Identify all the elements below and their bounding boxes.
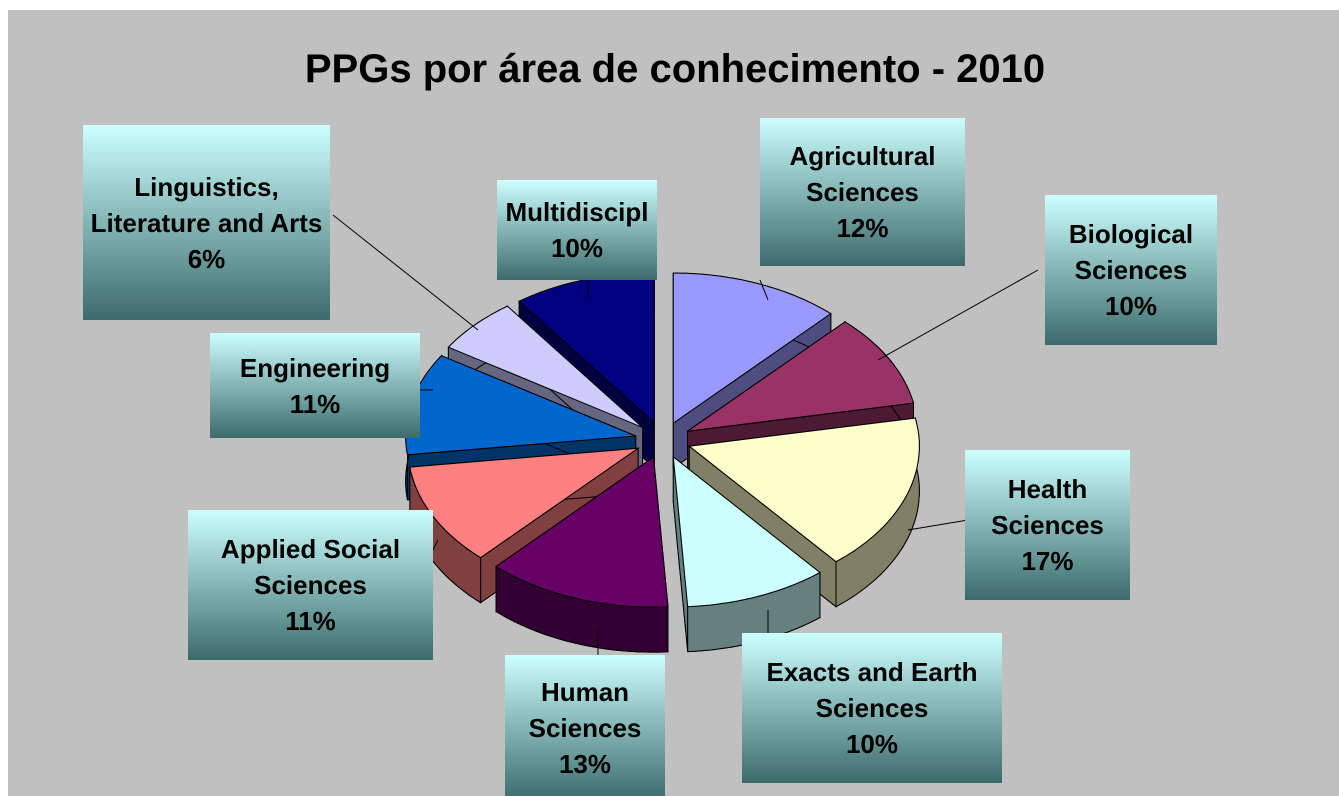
slice: [687, 321, 915, 432]
slice: [409, 447, 640, 559]
slice: [495, 456, 669, 608]
leader-line: [877, 269, 1039, 361]
category-label: Applied Social Sciences: [220, 534, 401, 600]
data-label: Linguistics, Literature and Arts 6%: [83, 125, 330, 320]
category-label: Agricultural Sciences: [789, 141, 936, 207]
value-label: 11%: [289, 388, 341, 419]
category-label: Biological Sciences: [1068, 219, 1194, 285]
category-label: Multidiscipl: [505, 197, 649, 227]
category-label: Engineering: [239, 352, 391, 383]
value-label: 10%: [550, 233, 604, 263]
value-label: 17%: [1021, 546, 1074, 576]
leader-line: [432, 539, 439, 551]
leader-line: [907, 519, 969, 531]
data-label: Agricultural Sciences 12%: [760, 118, 965, 266]
chart-title: PPGs por área de conhecimento - 2010: [305, 47, 1045, 91]
slice: [688, 417, 920, 563]
value-label: 13%: [558, 748, 612, 779]
data-label: Multidiscipl 10%: [497, 180, 657, 280]
data-label: Human Sciences 13%: [505, 655, 665, 796]
chart-canvas: PPGs por área de conhecimento - 2010: [305, 47, 1045, 655]
value-label: 6%: [187, 243, 226, 274]
leader-line: [332, 214, 479, 331]
leader-line: [759, 279, 769, 301]
slice: [672, 272, 832, 425]
value-label: 10%: [1104, 291, 1158, 321]
category-label: Exacts and Earth Sciences: [766, 657, 978, 723]
data-label: Biological Sciences 10%: [1045, 195, 1217, 345]
category-label: Linguistics, Literature and Arts: [90, 171, 323, 238]
category-label: Human Sciences: [528, 676, 642, 743]
value-label: 11%: [285, 606, 336, 636]
category-label: Health Sciences: [991, 474, 1104, 540]
data-label: Engineering 11%: [210, 333, 420, 438]
value-label: 10%: [845, 729, 899, 759]
chart: PPGs por área de conhecimento - 2010 Agr…: [8, 10, 1339, 796]
data-label: Applied Social Sciences 11%: [188, 510, 433, 660]
value-label: 12%: [836, 213, 889, 243]
slice: [672, 455, 821, 608]
data-label: Health Sciences 17%: [965, 450, 1130, 600]
data-label: Exacts and Earth Sciences 10%: [742, 633, 1002, 783]
slice: [447, 305, 643, 428]
